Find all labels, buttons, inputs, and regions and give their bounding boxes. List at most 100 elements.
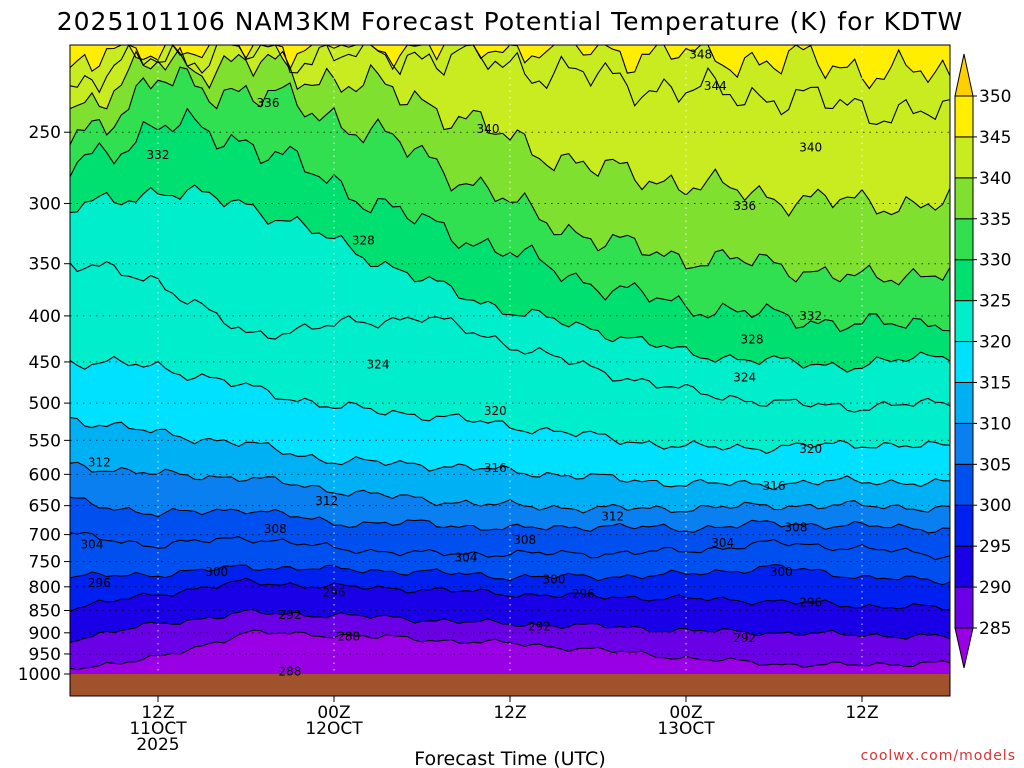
contour-label-text: 312 xyxy=(315,494,338,508)
contour-label-text: 328 xyxy=(741,333,764,347)
contour-label: 324 xyxy=(733,370,756,384)
contour-label-text: 336 xyxy=(733,199,756,213)
y-tick-label: 350 xyxy=(29,255,61,275)
contour-line-300 xyxy=(69,563,951,586)
contour-label-text: 296 xyxy=(88,576,111,590)
x-tick-label: 13OCT xyxy=(657,719,715,739)
contour-line-324 xyxy=(69,260,951,413)
contour-label: 324 xyxy=(367,358,390,372)
y-tick-label: 400 xyxy=(29,307,61,327)
contour-label: 340 xyxy=(799,141,822,155)
y-tick-label: 450 xyxy=(29,353,61,373)
contour-label-text: 312 xyxy=(88,455,111,469)
y-tick-label: 600 xyxy=(29,465,61,485)
colorbar-band xyxy=(954,259,974,302)
colorbar-label: 320 xyxy=(979,333,1011,353)
contour-label: 300 xyxy=(205,565,228,579)
contour-labels: 348 344 336 340 340 332 336 328 332 328 324 324 320 3… xyxy=(81,48,823,679)
contour-label: 304 xyxy=(455,550,478,564)
y-tick-label: 750 xyxy=(29,553,61,573)
y-tick-label: 650 xyxy=(29,497,61,517)
contour-label: 292 xyxy=(733,631,756,645)
contour-label: 296 xyxy=(88,576,111,590)
y-tick-label: 700 xyxy=(29,526,61,546)
contour-label: 296 xyxy=(323,586,346,600)
colorbar-label: 285 xyxy=(979,619,1011,639)
x-tick-label: 12Z xyxy=(493,703,526,723)
x-tick-label: 00Z xyxy=(669,703,702,723)
colorbar-band xyxy=(954,504,974,547)
contour-label: 312 xyxy=(88,455,111,469)
colorbar: 285 290 295 300 305 310 315 320 325 330 335 340 345 3… xyxy=(954,53,1011,669)
contour-label: 328 xyxy=(352,234,375,248)
contour-label: 336 xyxy=(733,199,756,213)
contour-label: 308 xyxy=(785,520,808,534)
colorbar-band xyxy=(954,545,974,588)
x-tick-label: 12Z xyxy=(141,703,174,723)
contour-label-text: 300 xyxy=(770,565,793,579)
colorbar-band xyxy=(954,136,974,179)
y-axis-ticks: 250 300 350 400 450 500 550 600 650 700 750 800 850 9… xyxy=(18,123,70,685)
x-tick-label: 11OCT xyxy=(129,719,187,739)
contour-label-text: 296 xyxy=(323,586,346,600)
y-tick-label: 850 xyxy=(29,601,61,621)
contour-label: 316 xyxy=(763,479,786,493)
contour-label-text: 336 xyxy=(257,96,280,110)
contour-label-text: 316 xyxy=(763,479,786,493)
colorbar-band xyxy=(954,586,974,629)
contour-label: 288 xyxy=(337,629,360,643)
contour-label-text: 304 xyxy=(455,550,478,564)
colorbar-label: 340 xyxy=(979,169,1011,189)
colorbar-label: 310 xyxy=(979,414,1011,434)
contour-label: 344 xyxy=(704,79,727,93)
fill-band-348 xyxy=(70,45,950,89)
colorbar-label: 325 xyxy=(979,292,1011,312)
contour-label: 312 xyxy=(315,494,338,508)
colorbar-label: 335 xyxy=(979,210,1011,230)
x-axis-title: Forecast Time (UTC) xyxy=(414,748,605,768)
contour-label-text: 300 xyxy=(205,565,228,579)
contour-label-text: 344 xyxy=(704,79,727,93)
y-tick-label: 950 xyxy=(29,645,61,665)
contour-label-text: 348 xyxy=(689,48,712,62)
chart-title: 2025101106 NAM3KM Forecast Potential Tem… xyxy=(57,7,964,36)
contour-label-text: 320 xyxy=(799,442,822,456)
contour-label: 336 xyxy=(257,96,280,110)
contour-line-328 xyxy=(69,184,951,373)
contour-label-text: 308 xyxy=(264,522,287,536)
contour-label-text: 292 xyxy=(733,631,756,645)
colorbar-label: 345 xyxy=(979,128,1011,148)
contour-label: 316 xyxy=(484,461,507,475)
contour-label-text: 324 xyxy=(367,358,390,372)
contour-label: 320 xyxy=(799,442,822,456)
colorbar-band xyxy=(954,463,974,506)
colorbar-band xyxy=(954,177,974,220)
colorbar-band xyxy=(954,218,974,261)
contour-line-288 xyxy=(69,629,951,671)
contour-label: 296 xyxy=(799,596,822,610)
contour-label-text: 320 xyxy=(484,404,507,418)
colorbar-label: 300 xyxy=(979,496,1011,516)
colorbar-label: 315 xyxy=(979,373,1011,393)
contour-label: 348 xyxy=(689,48,712,62)
contour-label: 288 xyxy=(279,664,302,678)
colorbar-band xyxy=(954,422,974,465)
contour-label-text: 328 xyxy=(352,234,375,248)
contour-label: 312 xyxy=(601,509,624,523)
contour-line-320 xyxy=(69,355,951,455)
y-tick-label: 500 xyxy=(29,394,61,414)
contour-label: 304 xyxy=(81,538,104,552)
contour-label-text: 332 xyxy=(147,148,170,162)
contour-label-text: 340 xyxy=(799,141,822,155)
credit-text: coolwx.com/models xyxy=(861,748,1016,764)
colorbar-label: 290 xyxy=(979,578,1011,598)
contour-label-text: 316 xyxy=(484,461,507,475)
y-tick-label: 300 xyxy=(29,194,61,214)
contour-label: 332 xyxy=(147,148,170,162)
x-tick-label: 12Z xyxy=(845,703,878,723)
contour-label-text: 288 xyxy=(337,629,360,643)
contour-line-296 xyxy=(69,577,951,613)
contour-line-332 xyxy=(69,107,951,333)
